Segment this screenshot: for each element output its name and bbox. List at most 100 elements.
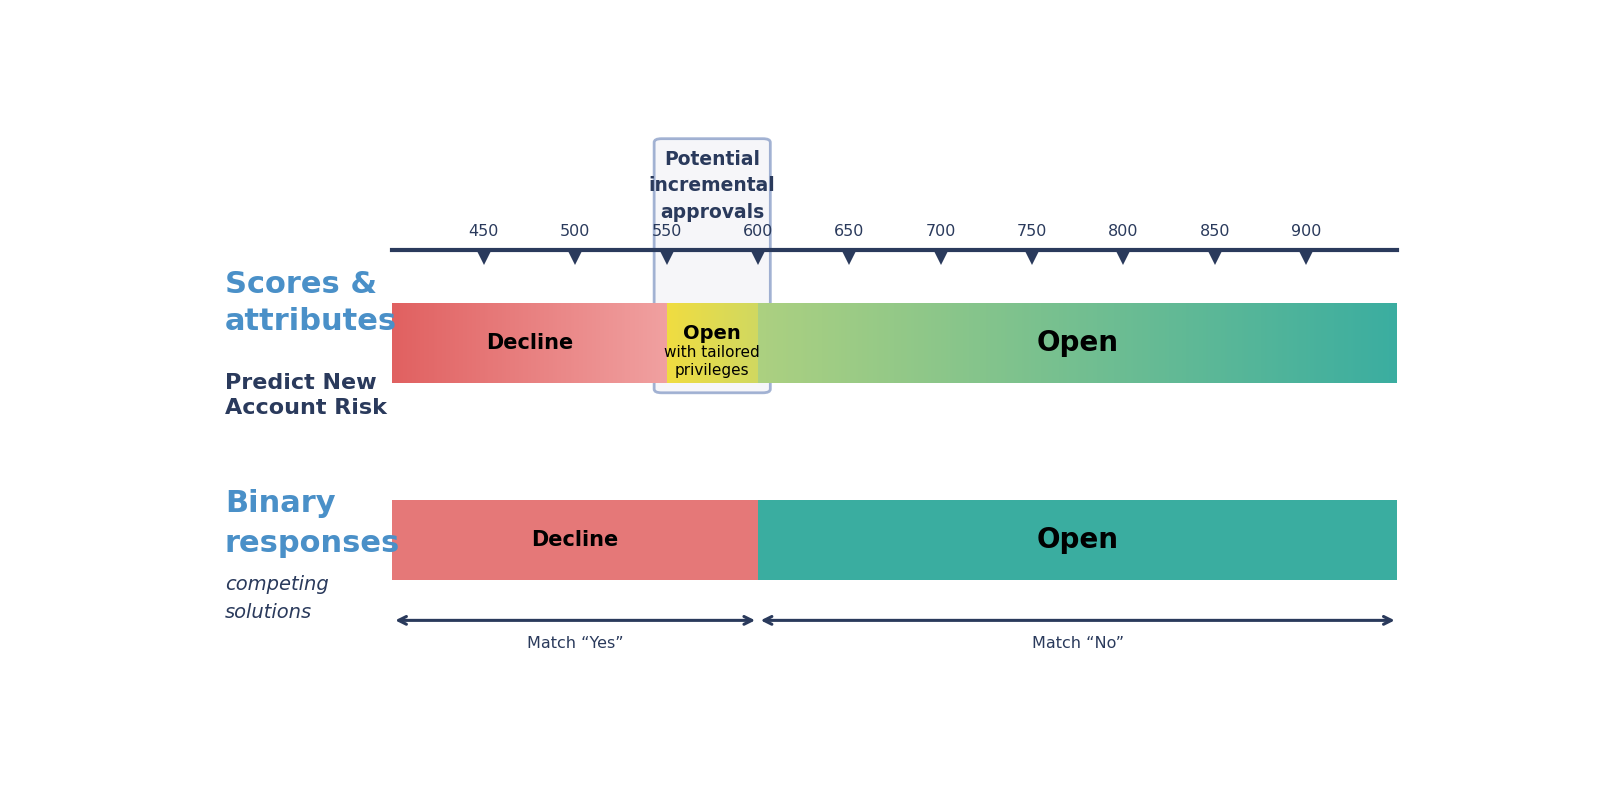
Bar [789, 303, 792, 383]
Bar [860, 303, 863, 383]
Bar [1340, 303, 1342, 383]
Bar [1122, 303, 1124, 383]
Bar [1206, 303, 1207, 383]
Bar [1302, 303, 1303, 383]
Bar [937, 303, 940, 383]
Bar [1361, 303, 1364, 383]
Bar [1393, 303, 1396, 383]
Bar [1066, 303, 1069, 383]
Bar [1050, 303, 1052, 383]
Bar [1092, 303, 1095, 383]
Text: 500: 500 [560, 224, 591, 239]
Bar [1174, 303, 1175, 383]
Bar [1217, 303, 1218, 383]
Bar [1105, 303, 1108, 383]
Bar [1044, 303, 1045, 383]
Bar [783, 303, 786, 383]
Text: Binary: Binary [224, 489, 336, 517]
Bar [1001, 303, 1004, 383]
Bar [1085, 303, 1089, 383]
Bar [1116, 303, 1117, 383]
Bar [1146, 303, 1148, 383]
Bar [770, 303, 773, 383]
Bar [1391, 303, 1393, 383]
Bar [1220, 303, 1223, 383]
Bar [1289, 303, 1290, 383]
Bar [999, 303, 1001, 383]
Bar [1268, 303, 1270, 383]
Bar [1026, 303, 1029, 383]
Bar [1306, 303, 1308, 383]
Bar [1225, 303, 1226, 383]
Bar [909, 303, 911, 383]
Bar [1114, 303, 1116, 383]
Bar [1121, 303, 1122, 383]
Bar [1065, 303, 1066, 383]
Text: Open: Open [1037, 329, 1119, 356]
Bar [1329, 303, 1332, 383]
Bar [1071, 303, 1073, 383]
Bar [1198, 303, 1199, 383]
Text: Account Risk: Account Risk [224, 397, 387, 417]
Bar [1095, 303, 1097, 383]
Bar [1023, 303, 1025, 383]
Bar [914, 303, 916, 383]
Bar [1199, 303, 1201, 383]
Text: 700: 700 [925, 224, 956, 239]
Bar [1265, 303, 1268, 383]
Bar [921, 303, 922, 383]
Bar [760, 303, 762, 383]
Bar [1060, 303, 1063, 383]
Bar [981, 303, 985, 383]
Bar [1076, 303, 1077, 383]
Bar [1124, 303, 1127, 383]
Bar [897, 303, 898, 383]
Bar [1103, 303, 1105, 383]
Text: 750: 750 [1017, 224, 1047, 239]
Text: 550: 550 [652, 224, 682, 239]
Bar [985, 303, 986, 383]
Bar [911, 303, 914, 383]
Bar [1255, 303, 1257, 383]
Bar [1127, 303, 1129, 383]
Text: with tailored
privileges: with tailored privileges [664, 344, 760, 378]
Bar [757, 303, 760, 383]
Bar [1366, 303, 1367, 383]
Bar [1175, 303, 1178, 383]
Bar [834, 303, 837, 383]
Bar [1262, 303, 1263, 383]
Bar [1212, 303, 1214, 383]
Bar [852, 303, 853, 383]
Bar [1372, 303, 1374, 383]
Bar [1143, 303, 1146, 383]
Bar [1353, 303, 1354, 383]
Bar [1274, 303, 1276, 383]
Bar [757, 500, 1398, 580]
Bar [1230, 303, 1231, 383]
Bar [1130, 303, 1134, 383]
Bar [1134, 303, 1135, 383]
Bar [1244, 303, 1246, 383]
Bar [965, 303, 967, 383]
Bar [1137, 303, 1140, 383]
Bar [1025, 303, 1026, 383]
Bar [1218, 303, 1220, 383]
Bar [1017, 303, 1018, 383]
Bar [959, 303, 961, 383]
Bar [1338, 303, 1340, 383]
Bar [929, 303, 930, 383]
Bar [1263, 303, 1265, 383]
Bar [863, 303, 865, 383]
Bar [869, 303, 871, 383]
Bar [975, 303, 978, 383]
Bar [1319, 303, 1321, 383]
Bar [1037, 303, 1039, 383]
Bar [1383, 303, 1385, 383]
Bar [1029, 303, 1031, 383]
Bar [780, 303, 781, 383]
Bar [908, 303, 909, 383]
Bar [853, 303, 857, 383]
Bar [764, 303, 767, 383]
Bar [1314, 303, 1316, 383]
Bar [905, 303, 908, 383]
